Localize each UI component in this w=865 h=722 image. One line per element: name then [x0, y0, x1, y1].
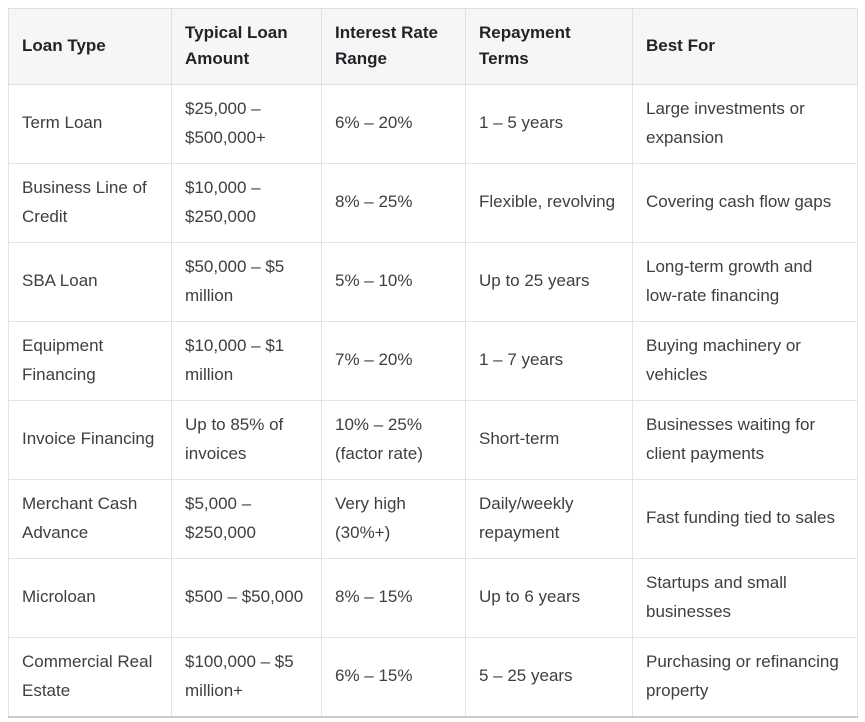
- table-cell: Purchasing or refinancing property: [632, 636, 858, 718]
- table-cell: 10% – 25% (factor rate): [321, 399, 466, 480]
- header-cell-typical-loan-amount: Typical Loan Amount: [171, 8, 322, 85]
- table-cell: Equipment Financing: [8, 320, 172, 401]
- table-cell: Startups and small businesses: [632, 557, 858, 638]
- header-row: Loan Type Typical Loan Amount Interest Rat…: [8, 8, 858, 85]
- table-cell: $500 – $50,000: [171, 557, 322, 638]
- table-cell: 1 – 5 years: [465, 83, 633, 164]
- table-cell: 5 – 25 years: [465, 636, 633, 718]
- table-cell: 6% – 20%: [321, 83, 466, 164]
- table-row-term-loan: Term Loan $25,000 – $500,000+ 6% – 20% 1 – …: [8, 83, 858, 164]
- table-cell: Merchant Cash Advance: [8, 478, 172, 559]
- table-row-microloan: Microloan $500 – $50,000 8% – 15% Up to 6 y…: [8, 557, 858, 638]
- table-cell: Long-term growth and low-rate financing: [632, 241, 858, 322]
- table-cell: Up to 6 years: [465, 557, 633, 638]
- table-cell: Buying machinery or vehicles: [632, 320, 858, 401]
- table-cell: Very high (30%+): [321, 478, 466, 559]
- table-cell: $25,000 – $500,000+: [171, 83, 322, 164]
- table-cell: 7% – 20%: [321, 320, 466, 401]
- table-cell: 8% – 15%: [321, 557, 466, 638]
- header-cell-best-for: Best For: [632, 8, 858, 85]
- table-row-business-line-of-credit: Business Line of Credit $10,000 – $250,00…: [8, 162, 858, 243]
- table-row-commercial-real-estate: Commercial Real Estate $100,000 – $5 mill…: [8, 636, 858, 718]
- header-cell-interest-rate-range: Interest Rate Range: [321, 8, 466, 85]
- table-cell: Up to 25 years: [465, 241, 633, 322]
- header-cell-repayment-terms: Repayment Terms: [465, 8, 633, 85]
- table-cell: Microloan: [8, 557, 172, 638]
- table-cell: 1 – 7 years: [465, 320, 633, 401]
- table-cell: Business Line of Credit: [8, 162, 172, 243]
- table-cell: Short-term: [465, 399, 633, 480]
- table-row-invoice-financing: Invoice Financing Up to 85% of invoices 10…: [8, 399, 858, 480]
- table-body: Term Loan $25,000 – $500,000+ 6% – 20% 1 – …: [8, 83, 858, 718]
- table-cell: 5% – 10%: [321, 241, 466, 322]
- table-cell: Covering cash flow gaps: [632, 162, 858, 243]
- table-cell: Up to 85% of invoices: [171, 399, 322, 480]
- table-row-equipment-financing: Equipment Financing $10,000 – $1 million 7…: [8, 320, 858, 401]
- table-cell: Large investments or expansion: [632, 83, 858, 164]
- table-cell: Businesses waiting for client payments: [632, 399, 858, 480]
- table-cell: Daily/weekly repayment: [465, 478, 633, 559]
- table-cell: $5,000 – $250,000: [171, 478, 322, 559]
- table-cell: Term Loan: [8, 83, 172, 164]
- table-cell: 6% – 15%: [321, 636, 466, 718]
- table-cell: Fast funding tied to sales: [632, 478, 858, 559]
- table-cell: $100,000 – $5 million+: [171, 636, 322, 718]
- table-cell: Flexible, revolving: [465, 162, 633, 243]
- table-cell: Commercial Real Estate: [8, 636, 172, 718]
- header-cell-loan-type: Loan Type: [8, 8, 172, 85]
- table-cell: $50,000 – $5 million: [171, 241, 322, 322]
- table-row-sba-loan: SBA Loan $50,000 – $5 million 5% – 10% Up t…: [8, 241, 858, 322]
- table-cell: 8% – 25%: [321, 162, 466, 243]
- table-cell: $10,000 – $250,000: [171, 162, 322, 243]
- table-cell: $10,000 – $1 million: [171, 320, 322, 401]
- loan-comparison-table: Loan Type Typical Loan Amount Interest Rat…: [8, 8, 858, 718]
- table-row-merchant-cash-advance: Merchant Cash Advance $5,000 – $250,000 Ve…: [8, 478, 858, 559]
- table-cell: Invoice Financing: [8, 399, 172, 480]
- table-header: Loan Type Typical Loan Amount Interest Rat…: [8, 8, 858, 85]
- table-cell: SBA Loan: [8, 241, 172, 322]
